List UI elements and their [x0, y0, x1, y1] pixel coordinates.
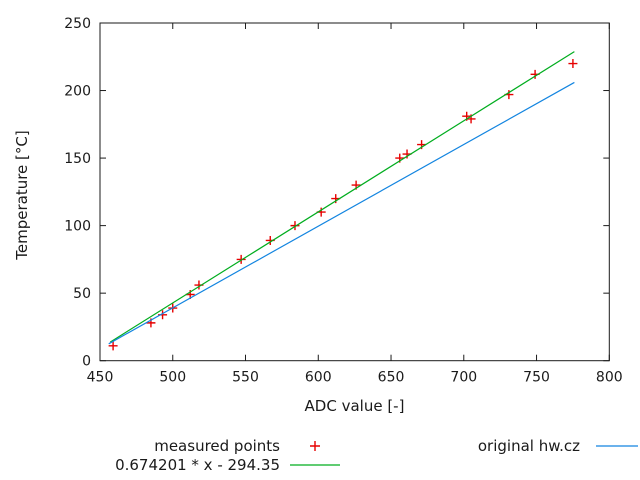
- original-hwcz-line: [108, 81, 575, 345]
- measured-point: [290, 221, 300, 231]
- y-tick-label: 100: [64, 219, 91, 235]
- measured-point: [568, 59, 578, 69]
- x-tick-label: 450: [87, 370, 114, 386]
- legend-label-original-hwcz: original hw.cz: [477, 437, 580, 455]
- x-axis-label: ADC value [-]: [304, 397, 405, 415]
- x-tick-label: 600: [305, 370, 332, 386]
- measured-point: [108, 341, 118, 351]
- y-tick-label: 0: [82, 354, 91, 370]
- x-tick-label: 800: [596, 370, 623, 386]
- x-tick-label: 750: [523, 370, 550, 386]
- y-axis-label: Temperature [°C]: [13, 130, 31, 260]
- x-tick-label: 650: [378, 370, 405, 386]
- fit-line: [109, 51, 575, 343]
- legend-label-fit-equation: 0.674201 * x - 294.35: [115, 456, 280, 474]
- plot-border: [99, 22, 610, 362]
- x-tick-label: 550: [232, 370, 259, 386]
- x-tick-label: 500: [159, 370, 186, 386]
- y-tick-label: 50: [73, 286, 91, 302]
- measured-point: [236, 254, 246, 264]
- y-tick-label: 250: [64, 16, 91, 32]
- y-tick-label: 200: [64, 84, 91, 100]
- x-tick-label: 700: [450, 370, 477, 386]
- legend-marker-measured-points: [310, 441, 320, 451]
- legend-label-measured-points: measured points: [154, 437, 280, 455]
- y-tick-label: 150: [64, 151, 91, 167]
